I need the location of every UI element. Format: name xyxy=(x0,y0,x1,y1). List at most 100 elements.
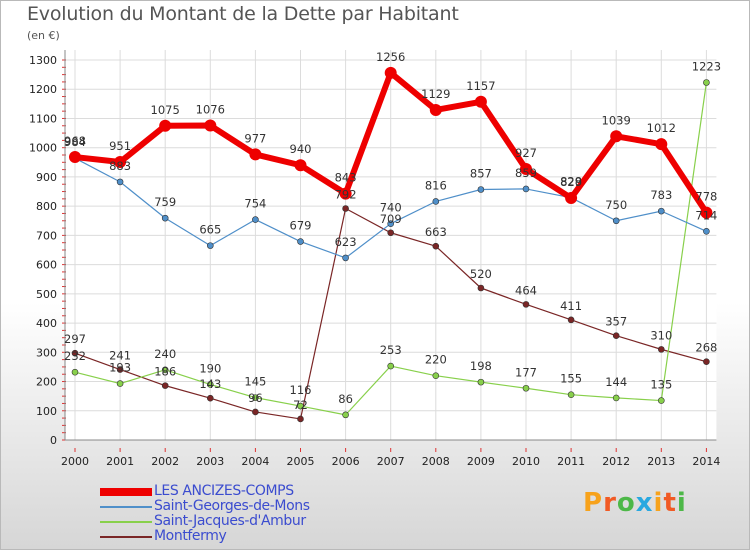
data-point xyxy=(657,346,665,353)
data-label: 951 xyxy=(109,139,131,153)
data-label: 1223 xyxy=(692,60,721,74)
y-tick-label: 1100 xyxy=(29,112,57,125)
data-point xyxy=(116,178,124,186)
data-label: 679 xyxy=(290,219,312,233)
data-point xyxy=(252,408,259,416)
data-point xyxy=(477,284,485,292)
y-tick-label: 800 xyxy=(36,200,57,213)
data-label: 1012 xyxy=(647,121,676,135)
data-label: 155 xyxy=(560,372,582,386)
data-point xyxy=(387,220,395,227)
data-point xyxy=(207,381,214,388)
data-label: 968 xyxy=(64,134,86,148)
data-label: 268 xyxy=(695,341,717,355)
data-point xyxy=(161,214,169,222)
data-point xyxy=(432,242,440,250)
data-point xyxy=(342,205,349,212)
data-label: 198 xyxy=(470,359,492,373)
data-label: 714 xyxy=(695,208,717,222)
data-label: 843 xyxy=(335,171,357,185)
data-point xyxy=(161,382,169,389)
data-point xyxy=(612,394,620,402)
y-tick-label: 0 xyxy=(50,434,57,447)
data-label: 1039 xyxy=(602,113,631,127)
data-label: 783 xyxy=(650,188,672,202)
data-label: 940 xyxy=(290,142,312,156)
data-point xyxy=(116,366,124,373)
data-point xyxy=(204,119,217,132)
data-point xyxy=(207,242,214,249)
chart-title: Evolution du Montant de la Dette par Hab… xyxy=(27,3,459,25)
data-point xyxy=(610,130,623,143)
data-point xyxy=(522,185,530,193)
data-label: 857 xyxy=(470,166,492,180)
x-tick-label: 2007 xyxy=(377,455,405,468)
y-tick-label: 100 xyxy=(36,405,57,418)
data-label: 829 xyxy=(560,175,582,189)
data-point xyxy=(116,380,124,387)
x-tick-label: 2008 xyxy=(422,455,450,468)
data-label: 663 xyxy=(425,225,447,239)
data-label: 750 xyxy=(605,198,627,212)
data-label: 977 xyxy=(244,131,266,145)
data-label: 193 xyxy=(109,361,131,375)
x-tick-label: 2006 xyxy=(332,455,360,468)
data-point xyxy=(474,95,487,108)
x-tick-label: 2004 xyxy=(241,455,269,468)
y-tick-label: 700 xyxy=(36,229,57,242)
data-point xyxy=(387,229,395,237)
data-point xyxy=(252,216,259,223)
data-point xyxy=(565,191,578,204)
x-tick-label: 2003 xyxy=(196,455,224,468)
x-tick-label: 2000 xyxy=(61,455,89,468)
legend-swatch xyxy=(100,536,152,538)
data-label: 1076 xyxy=(196,102,225,116)
data-point xyxy=(612,217,620,225)
data-point xyxy=(71,368,79,376)
data-label: 220 xyxy=(425,353,447,367)
x-tick-label: 2009 xyxy=(467,455,495,468)
y-tick-label: 1000 xyxy=(29,142,57,155)
y-tick-label: 200 xyxy=(36,376,57,389)
data-label: 253 xyxy=(380,343,402,357)
data-point xyxy=(159,119,172,132)
x-tick-label: 2014 xyxy=(692,455,720,468)
data-label: 411 xyxy=(560,299,582,313)
legend-label: Saint-Jacques-d'Ambur xyxy=(154,513,306,529)
data-label: 240 xyxy=(154,347,176,361)
data-point xyxy=(71,349,79,357)
data-label: 357 xyxy=(605,315,627,329)
data-point xyxy=(294,159,307,172)
data-label: 665 xyxy=(199,223,221,237)
data-point xyxy=(477,186,485,193)
data-point xyxy=(114,156,127,169)
y-tick-label: 500 xyxy=(36,288,57,301)
y-tick-label: 1300 xyxy=(29,54,57,67)
y-tick-label: 300 xyxy=(36,346,57,359)
data-point xyxy=(655,138,668,151)
data-point xyxy=(477,378,485,386)
data-point xyxy=(703,227,710,235)
data-point xyxy=(520,163,532,176)
data-label: 143 xyxy=(199,377,221,391)
data-point xyxy=(297,402,304,410)
data-label: 520 xyxy=(470,267,492,281)
legend-label: LES ANCIZES-COMPS xyxy=(154,483,294,499)
data-label: 241 xyxy=(109,349,131,363)
data-label: 984 xyxy=(64,135,86,149)
data-point xyxy=(432,198,440,205)
y-tick-label: 400 xyxy=(36,317,57,330)
data-point xyxy=(297,238,304,245)
data-label: 1075 xyxy=(151,103,180,117)
data-label: 96 xyxy=(248,391,263,405)
data-label: 778 xyxy=(695,190,717,204)
x-tick-label: 2001 xyxy=(106,455,134,468)
data-point xyxy=(432,372,440,379)
x-tick-label: 2011 xyxy=(557,455,585,468)
data-label: 297 xyxy=(64,332,86,346)
data-label: 1157 xyxy=(466,79,495,93)
data-point xyxy=(384,66,397,79)
y-tick-label: 900 xyxy=(36,171,57,184)
x-tick-label: 2002 xyxy=(151,455,179,468)
legend-swatch xyxy=(100,521,152,523)
